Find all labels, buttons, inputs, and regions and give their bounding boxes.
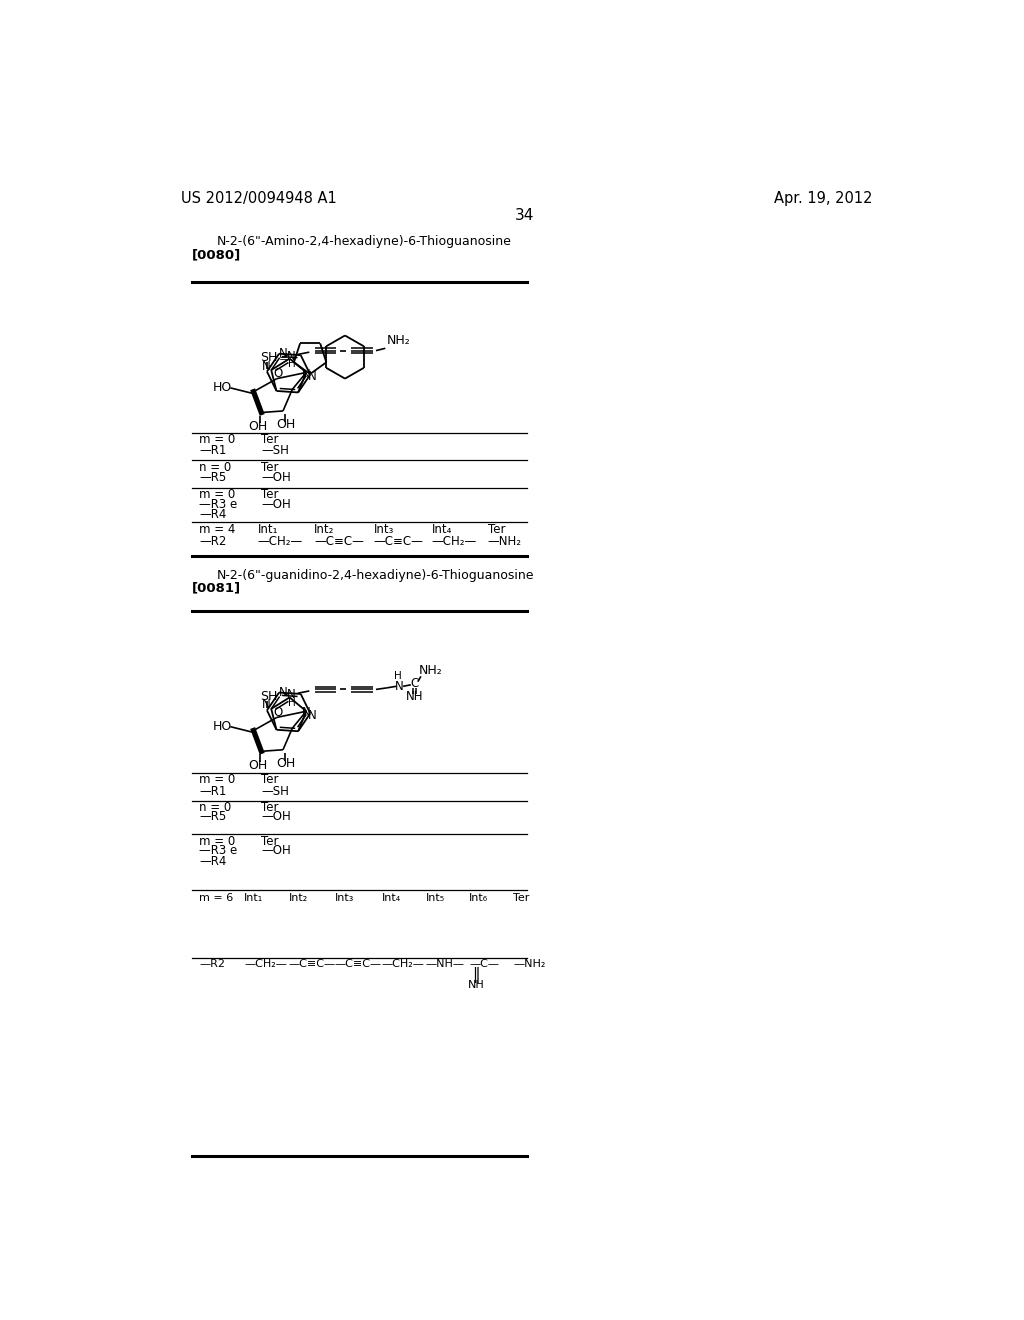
Text: Ter: Ter: [261, 801, 279, 814]
Text: Ter: Ter: [261, 461, 279, 474]
Text: N: N: [302, 367, 310, 380]
Text: —CH₂—: —CH₂—: [432, 535, 477, 548]
Text: US 2012/0094948 A1: US 2012/0094948 A1: [180, 191, 337, 206]
Text: —R1: —R1: [200, 445, 226, 458]
Text: NH₂: NH₂: [419, 664, 442, 677]
Text: —C≡C—: —C≡C—: [374, 535, 424, 548]
Text: O: O: [273, 705, 283, 718]
Text: —R4: —R4: [200, 508, 226, 520]
Text: Apr. 19, 2012: Apr. 19, 2012: [773, 191, 872, 206]
Text: N: N: [287, 350, 296, 363]
Text: —CH₂—: —CH₂—: [381, 958, 424, 969]
Text: N: N: [262, 698, 271, 711]
Text: Int₂: Int₂: [314, 523, 335, 536]
Text: OH: OH: [249, 759, 268, 772]
Text: Int₄: Int₄: [432, 523, 453, 536]
Text: —NH₂: —NH₂: [487, 535, 521, 548]
Text: Int₆: Int₆: [469, 894, 488, 903]
Text: —R5: —R5: [200, 471, 226, 484]
Text: NH₂: NH₂: [387, 334, 411, 347]
Text: —R3 e: —R3 e: [200, 498, 238, 511]
Text: —CH₂—: —CH₂—: [257, 535, 303, 548]
Text: N: N: [395, 680, 403, 693]
Text: m = 6: m = 6: [200, 894, 233, 903]
Text: —C≡C—: —C≡C—: [335, 958, 382, 969]
Text: N-2-(6"-Amino-2,4-hexadiyne)-6-Thioguanosine: N-2-(6"-Amino-2,4-hexadiyne)-6-Thioguano…: [217, 235, 512, 248]
Text: —OH: —OH: [261, 498, 291, 511]
Text: N-2-(6"-guanidino-2,4-hexadiyne)-6-Thioguanosine: N-2-(6"-guanidino-2,4-hexadiyne)-6-Thiog…: [217, 569, 535, 582]
Text: N: N: [262, 359, 271, 372]
Text: Int₃: Int₃: [335, 894, 354, 903]
Text: —R5: —R5: [200, 810, 226, 824]
Text: H: H: [288, 698, 295, 709]
Text: SH: SH: [260, 690, 278, 704]
Text: —R3 e: —R3 e: [200, 843, 238, 857]
Text: —CH₂—: —CH₂—: [245, 958, 287, 969]
Text: ‖: ‖: [472, 966, 480, 982]
Text: —C—: —C—: [469, 958, 499, 969]
Text: Int₁: Int₁: [245, 894, 263, 903]
Text: N: N: [307, 709, 316, 722]
Text: Ter: Ter: [513, 894, 529, 903]
Text: N: N: [279, 686, 288, 700]
Text: N: N: [287, 688, 296, 701]
Text: n = 0: n = 0: [200, 801, 231, 814]
Text: —R2: —R2: [200, 958, 225, 969]
Text: n = 0: n = 0: [200, 461, 231, 474]
Text: Ter: Ter: [261, 834, 279, 847]
Text: SH: SH: [260, 351, 278, 364]
Text: —C≡C—: —C≡C—: [289, 958, 336, 969]
Text: N: N: [307, 371, 316, 383]
Text: —C≡C—: —C≡C—: [314, 535, 364, 548]
Text: 34: 34: [515, 207, 535, 223]
Text: Int₄: Int₄: [381, 894, 400, 903]
Text: m = 0: m = 0: [200, 433, 236, 446]
Text: Int₁: Int₁: [257, 523, 278, 536]
Text: HO: HO: [213, 721, 232, 733]
Text: —OH: —OH: [261, 843, 291, 857]
Text: H: H: [288, 359, 295, 370]
Text: O: O: [273, 367, 283, 380]
Text: N: N: [302, 706, 310, 719]
Text: —SH: —SH: [261, 785, 289, 797]
Text: —NH₂: —NH₂: [513, 958, 546, 969]
Text: —OH: —OH: [261, 471, 291, 484]
Text: [0080]: [0080]: [191, 249, 241, 261]
Text: Ter: Ter: [261, 433, 279, 446]
Text: m = 0: m = 0: [200, 834, 236, 847]
Text: N: N: [279, 347, 288, 360]
Text: =: =: [279, 354, 288, 363]
Text: —SH: —SH: [261, 445, 289, 458]
Text: Int₂: Int₂: [289, 894, 307, 903]
Text: m = 4: m = 4: [200, 523, 236, 536]
Text: OH: OH: [276, 418, 296, 432]
Text: NH: NH: [468, 981, 484, 990]
Text: [0081]: [0081]: [191, 582, 241, 594]
Text: —R4: —R4: [200, 855, 226, 869]
Text: OH: OH: [249, 420, 268, 433]
Text: OH: OH: [276, 758, 296, 770]
Text: Ter: Ter: [261, 488, 279, 502]
Text: m = 0: m = 0: [200, 774, 236, 787]
Text: m = 0: m = 0: [200, 488, 236, 502]
Text: —R1: —R1: [200, 785, 226, 797]
Text: Ter: Ter: [487, 523, 505, 536]
Text: —OH: —OH: [261, 810, 291, 824]
Text: H: H: [394, 672, 401, 681]
Text: —NH—: —NH—: [426, 958, 465, 969]
Text: Int₃: Int₃: [374, 523, 394, 536]
Text: HO: HO: [213, 381, 232, 395]
Text: —R2: —R2: [200, 535, 226, 548]
Text: Ter: Ter: [261, 774, 279, 787]
Text: C: C: [411, 677, 419, 690]
Text: NH: NH: [406, 690, 424, 702]
Text: Int₅: Int₅: [426, 894, 444, 903]
